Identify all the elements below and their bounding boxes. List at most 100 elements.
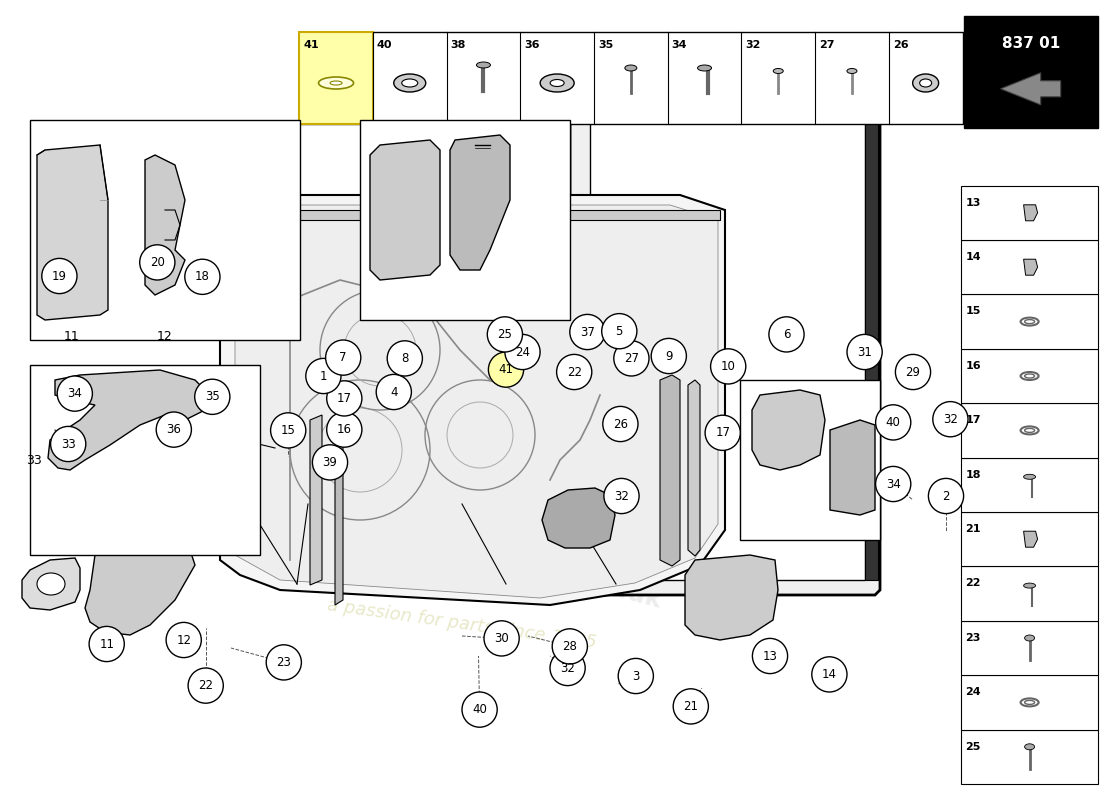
Text: 36: 36 — [166, 423, 182, 436]
Text: 22: 22 — [198, 679, 213, 692]
Circle shape — [705, 415, 740, 450]
Circle shape — [57, 376, 92, 411]
Text: 11: 11 — [64, 330, 80, 343]
Ellipse shape — [625, 65, 637, 71]
Circle shape — [188, 668, 223, 703]
Ellipse shape — [1024, 744, 1035, 750]
Text: 35: 35 — [598, 40, 614, 50]
Text: 27: 27 — [624, 352, 639, 365]
Text: 23: 23 — [276, 656, 292, 669]
Bar — [961, 186, 1098, 240]
Text: 22: 22 — [966, 578, 981, 589]
Bar — [961, 512, 1098, 566]
Text: 3: 3 — [632, 670, 639, 682]
Text: 17: 17 — [966, 415, 981, 426]
Text: 40: 40 — [472, 703, 487, 716]
Text: 13: 13 — [762, 650, 778, 662]
Polygon shape — [752, 390, 825, 470]
Text: 28: 28 — [562, 640, 578, 653]
Circle shape — [604, 478, 639, 514]
Text: 29: 29 — [905, 366, 921, 378]
Bar — [961, 566, 1098, 621]
Circle shape — [312, 445, 348, 480]
Polygon shape — [235, 205, 718, 598]
Polygon shape — [570, 70, 880, 595]
Text: 19: 19 — [52, 270, 67, 282]
Ellipse shape — [402, 79, 418, 87]
Text: 4: 4 — [390, 386, 397, 398]
Polygon shape — [865, 88, 878, 580]
Ellipse shape — [1024, 583, 1035, 588]
Circle shape — [769, 317, 804, 352]
Circle shape — [933, 402, 968, 437]
Polygon shape — [48, 370, 210, 470]
Circle shape — [552, 629, 587, 664]
Polygon shape — [1024, 531, 1037, 547]
Circle shape — [570, 314, 605, 350]
Text: 14: 14 — [822, 668, 837, 681]
Circle shape — [550, 650, 585, 686]
Text: 17: 17 — [715, 426, 730, 439]
Ellipse shape — [1024, 635, 1035, 641]
Ellipse shape — [319, 77, 353, 89]
Text: 837 01: 837 01 — [1002, 37, 1059, 51]
Ellipse shape — [773, 69, 783, 74]
Text: 38: 38 — [451, 40, 466, 50]
Text: 18: 18 — [966, 470, 981, 479]
Text: 15: 15 — [966, 306, 981, 316]
Text: 24: 24 — [966, 687, 981, 697]
Text: 24: 24 — [515, 346, 530, 358]
Text: 16: 16 — [966, 361, 981, 370]
Bar — [360, 120, 570, 320]
Polygon shape — [310, 415, 322, 585]
Ellipse shape — [1024, 474, 1035, 479]
Circle shape — [195, 379, 230, 414]
Polygon shape — [370, 140, 440, 280]
Circle shape — [505, 334, 540, 370]
Text: 39: 39 — [322, 456, 338, 469]
Text: 13: 13 — [966, 198, 981, 208]
Text: 8: 8 — [402, 352, 408, 365]
Polygon shape — [336, 445, 343, 605]
Circle shape — [166, 622, 201, 658]
Circle shape — [488, 352, 524, 387]
Polygon shape — [575, 75, 873, 88]
Bar — [961, 621, 1098, 675]
Text: 34: 34 — [672, 40, 688, 50]
Text: 20: 20 — [150, 256, 165, 269]
Text: 30: 30 — [494, 632, 509, 645]
Polygon shape — [1024, 205, 1037, 221]
Circle shape — [673, 689, 708, 724]
Text: 34: 34 — [886, 478, 901, 490]
Ellipse shape — [330, 81, 342, 85]
Text: a passion for parts since 1985: a passion for parts since 1985 — [326, 596, 598, 652]
Ellipse shape — [394, 74, 426, 92]
Bar — [299, 32, 373, 124]
Polygon shape — [830, 420, 874, 515]
Circle shape — [306, 358, 341, 394]
Polygon shape — [688, 380, 700, 556]
Text: 32: 32 — [943, 413, 958, 426]
Text: 1: 1 — [320, 370, 327, 382]
Circle shape — [327, 412, 362, 447]
Polygon shape — [226, 210, 720, 220]
Text: 40: 40 — [886, 416, 901, 429]
Ellipse shape — [550, 79, 564, 86]
Text: 36: 36 — [525, 40, 540, 50]
Text: 15: 15 — [280, 424, 296, 437]
Circle shape — [812, 657, 847, 692]
Polygon shape — [450, 135, 510, 270]
Circle shape — [847, 334, 882, 370]
Circle shape — [618, 658, 653, 694]
Circle shape — [185, 259, 220, 294]
Bar — [961, 349, 1098, 403]
Text: 34: 34 — [67, 387, 82, 400]
Ellipse shape — [913, 74, 938, 92]
Bar — [964, 16, 1098, 128]
Circle shape — [326, 340, 361, 375]
Bar — [299, 32, 962, 124]
Circle shape — [603, 406, 638, 442]
Text: 37: 37 — [580, 326, 595, 338]
Ellipse shape — [847, 69, 857, 74]
Circle shape — [484, 621, 519, 656]
